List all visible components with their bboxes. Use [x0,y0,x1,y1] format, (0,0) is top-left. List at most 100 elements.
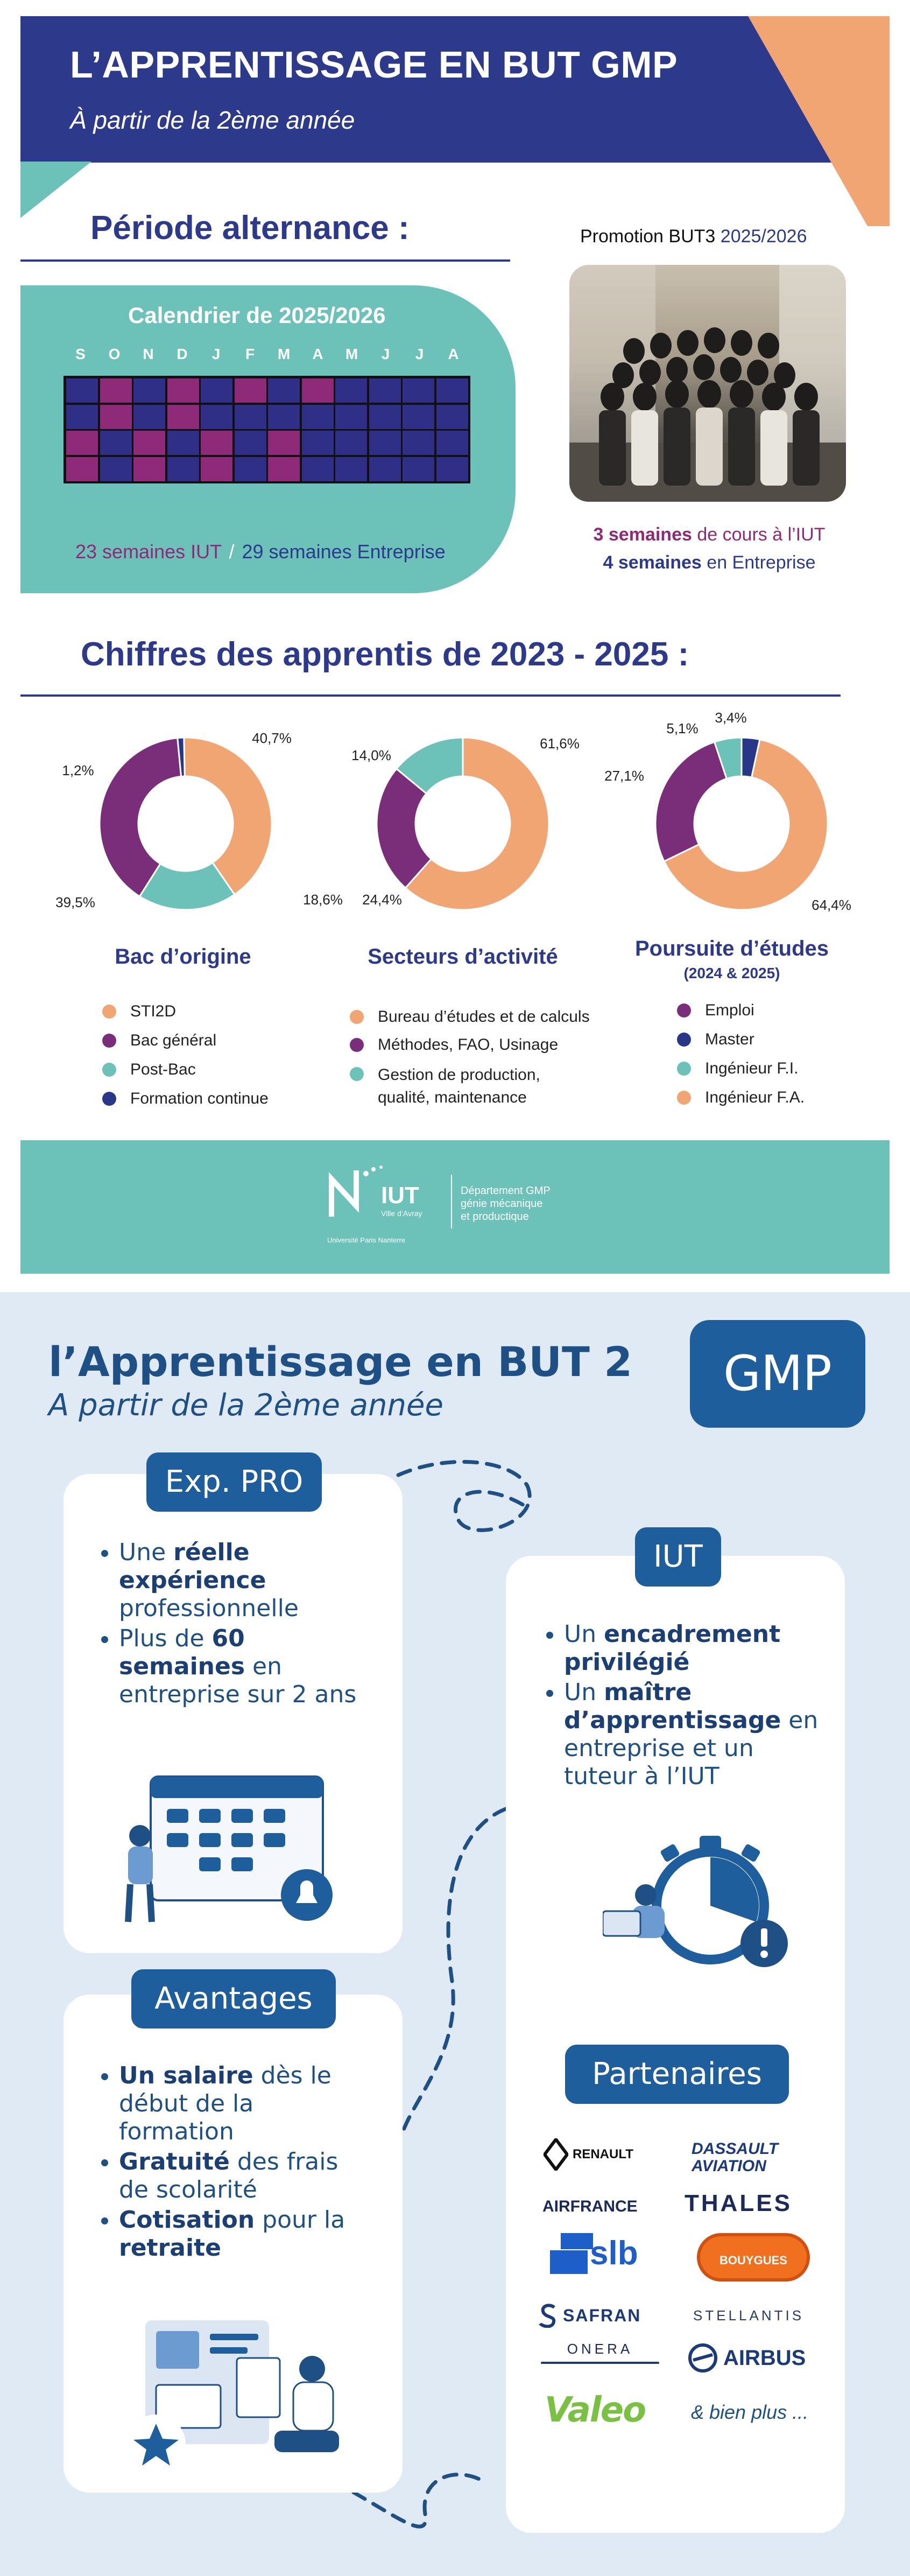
bullet-text: Une [119,1539,174,1566]
legend-label: Gestion de production, qualité, maintenan… [378,1064,540,1109]
calendar-month-label: J [381,346,390,362]
bullet-text: dès le début de la formation [119,2062,331,2145]
onera-logo-text: ONERA [567,2341,633,2357]
dassault-logo: DASSAULT AVIATION [692,2140,778,2175]
calendar-cell-entreprise [368,377,402,404]
donut-segment [395,736,464,795]
airbus-logo-text: AIRBUS [723,2346,806,2370]
header-subtitle: À partir de la 2ème année [70,106,355,134]
onera-swoosh [541,2362,659,2364]
photo-illustration [569,265,846,502]
calendar-cell-entreprise [65,377,99,404]
calendar-cell-entreprise [200,403,234,430]
calendar-cell-entreprise [368,455,402,482]
donut-data-label: 1,2% [62,762,94,778]
calendar-cell-entreprise [166,455,200,482]
legend-swatch [102,1092,116,1106]
legend-1-item: Formation continue [102,1090,269,1108]
donut-data-label: 3,4% [715,710,746,726]
calendar-cell-iut [200,430,234,456]
calendar-cell-iut [65,455,99,482]
bullet-text: en entreprise et un tuteur à l’IUT [564,1707,819,1790]
calendar-cell-entreprise [401,403,435,430]
safran-logo: SAFRAN [538,2303,641,2328]
stats-underline [20,694,841,697]
calendar-cell-entreprise [401,377,435,404]
calendar-cell-entreprise [65,403,99,430]
legend-swatch [677,1003,691,1017]
calendar-illustration-icon [125,1775,333,1922]
calendar-cell-iut [132,430,166,456]
exp-pro-bullet: Une réelle expérience professionnelle [119,1539,374,1623]
calendar-grid [64,376,470,483]
donut-segment [98,737,182,898]
page2-title: l’Apprentissage en BUT 2 [48,1338,633,1386]
calendar-month-label: N [143,346,154,362]
renault-logo: RENAULT [544,2138,633,2171]
bullet-strong: Un salaire [119,2062,253,2089]
airbus-logo: AIRBUS [688,2343,806,2373]
legend-label-line2: qualité, maintenance [378,1089,527,1106]
legend-3-item: Master [677,1030,754,1049]
legend-swatch [677,1091,691,1105]
weeks-iut: 23 semaines IUT [75,541,222,563]
slb-mark-icon [550,2233,593,2274]
footer-dept-line3: et productique [461,1211,529,1223]
calendar-cell-entreprise [334,403,368,430]
calendar-cell-iut [166,403,200,430]
calendar-month-label: S [75,346,86,362]
legend-3-item: Emploi [677,1001,754,1020]
airbus-circle-icon [688,2343,717,2373]
bouygues-logo: BOUYGUES [697,2233,810,2282]
calendar-cell-iut [200,455,234,482]
legend-label: Formation continue [130,1090,269,1107]
calendar-cell-entreprise [435,403,469,430]
calendar-cell-entreprise [98,455,133,482]
rhythm-entreprise: 4 semaines en Entreprise [580,552,838,573]
calendar-cell-iut [267,455,301,482]
donut-data-label: 40,7% [252,730,292,746]
calendar-cell-entreprise [334,455,368,482]
bullet-text: Plus de [119,1625,212,1652]
footer-dept-line1: Département GMP [461,1185,551,1197]
donut-segment [183,736,273,896]
promo-label: Promotion BUT3 [580,226,716,247]
iut-bullet: Un maître d’apprentissage en entreprise … [564,1679,830,1791]
legend-swatch [350,1067,364,1081]
footer-logo-univ: Université Paris Nanterre [327,1236,406,1244]
legend-3-item: Ingénieur F.A. [677,1089,805,1107]
calendar-cell-entreprise [300,403,335,430]
calendar-month-label: A [312,346,323,362]
footer-dept-line2: génie mécanique [461,1198,543,1210]
calendar-cell-entreprise [233,430,267,456]
donut-segment [177,736,186,778]
legend-swatch [102,1005,116,1019]
iut-pill: IUT [635,1527,721,1587]
slb-logo: slb [550,2229,641,2280]
legend-swatch [677,1033,691,1047]
legend-label: Post-Bac [130,1061,196,1078]
calendar-cell-iut [98,403,133,430]
legend-label: Ingénieur F.I. [705,1059,799,1077]
calendar-month-label: M [277,346,291,362]
header-decoration [20,16,890,226]
dashed-connectors [331,1459,532,2529]
calendar-cell-entreprise [166,430,200,456]
legend-label: Master [705,1030,754,1048]
safran-logo-text: SAFRAN [563,2305,641,2325]
header-title: L’APPRENTISSAGE EN BUT GMP [70,44,678,86]
legend-label: Méthodes, FAO, Usinage [378,1036,559,1054]
calendar-cell-iut [233,377,267,404]
legend-swatch [102,1034,116,1048]
iut-logo-icon [329,1166,383,1217]
calendar-cell-entreprise [435,377,469,404]
safran-s-icon [539,2304,556,2328]
dassault-logo-line1: DASSAULT [692,2140,779,2158]
avantages-bullet: Gratuité des frais de scolarité [119,2148,374,2204]
stats-title: Chiffres des apprentis de 2023 - 2025 : [81,636,689,673]
calendar-cell-entreprise [300,430,335,456]
legend-swatch [350,1010,364,1024]
calendar-cell-entreprise [368,403,402,430]
donut-segment [376,767,433,889]
